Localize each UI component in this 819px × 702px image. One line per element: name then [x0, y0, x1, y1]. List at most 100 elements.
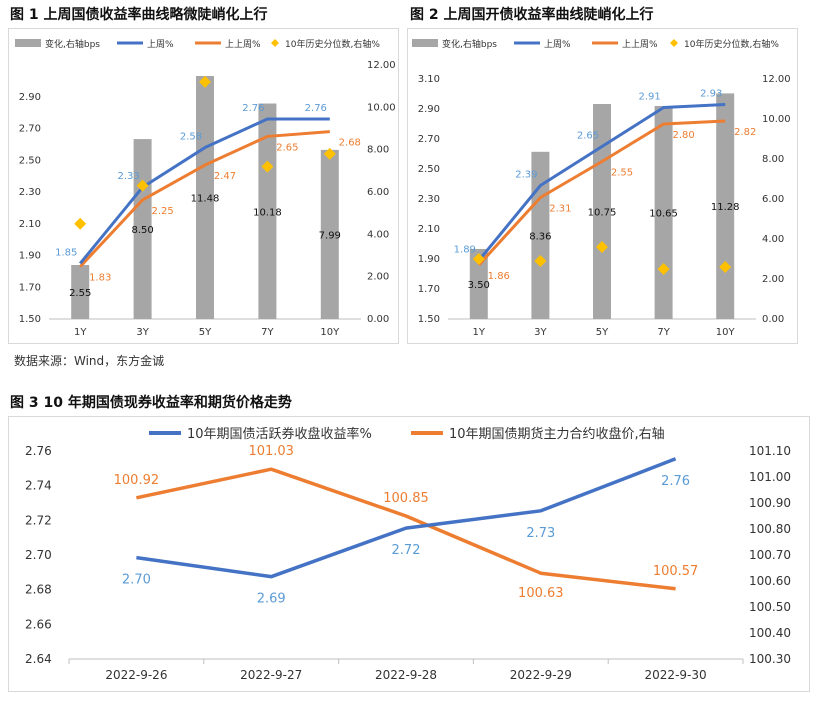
week-before-data-label: 2.55	[611, 168, 633, 179]
marker-percentile	[657, 263, 670, 275]
bar-change	[654, 106, 673, 319]
y-right-tick-label: 100.40	[749, 626, 791, 640]
y-left-tick-label: 2.64	[25, 652, 52, 666]
figure-1-title: 图 1 上周国债收益率曲线略微陡峭化上行	[10, 7, 268, 23]
y-left-tick-label: 2.70	[25, 548, 52, 562]
bar-change	[469, 249, 488, 319]
y-right-tick-label: 6.00	[367, 187, 389, 198]
y-right-tick-label: 12.00	[762, 74, 791, 85]
figure-2-chart: 变化,右轴bps 上周% 上上周% 10年历史分位数,右轴% 1.50 1.70 1.90 2…	[412, 38, 791, 338]
last-week-data-label: 1.89	[454, 245, 476, 256]
y-right-tick-label: 8.00	[367, 145, 389, 156]
futures-data-label: 100.85	[383, 491, 429, 506]
line-week-before	[79, 130, 330, 268]
y-right-tick-label: 4.00	[367, 229, 389, 240]
y-left-tick-label: 2.30	[19, 187, 41, 198]
x-tick-label: 2022-9-30	[645, 668, 707, 682]
y-right-tick-label: 100.30	[749, 652, 791, 666]
legend-label-yield: 10年期国债活跃券收盘收益率%	[187, 426, 372, 442]
figure-3-panel: 10年期国债活跃券收盘收益率% 10年期国债期货主力合约收盘价,右轴 2.64 2.6…	[8, 416, 810, 692]
y-left-tick-label: 2.70	[19, 124, 41, 135]
last-week-data-label: 2.39	[515, 170, 537, 181]
yield-data-label: 2.73	[526, 526, 555, 541]
week-before-data-label: 2.65	[276, 142, 298, 153]
legend-label-futures: 10年期国债期货主力合约收盘价,右轴	[449, 426, 665, 442]
line-futures-price	[136, 467, 676, 591]
y-right-tick-label: 101.00	[749, 470, 791, 484]
y-left-tick-label: 2.90	[19, 92, 41, 103]
x-tick-label: 5Y	[596, 327, 609, 338]
figure-1-chart: 变化,右轴bps 上周% 上上周% 10年历史分位数,右轴% 1.50 1.70 1.90 2…	[15, 38, 396, 338]
y-right-tick-label: 100.60	[749, 574, 791, 588]
y-right-tick-label: 12.00	[367, 60, 396, 71]
y-left-tick-label: 2.30	[418, 194, 440, 205]
bar-change	[320, 149, 339, 319]
legend-label-last-week: 上周%	[544, 39, 571, 50]
x-tick-label: 1Y	[74, 327, 87, 338]
x-tick-label: 3Y	[136, 327, 149, 338]
y-left-tick-label: 2.76	[25, 444, 52, 458]
legend-label-percentile: 10年历史分位数,右轴%	[684, 38, 779, 50]
bar-change	[716, 93, 735, 320]
figure-2-panel: 变化,右轴bps 上周% 上上周% 10年历史分位数,右轴% 1.50 1.70 1.90 2…	[407, 28, 798, 344]
bar-data-label: 7.99	[319, 230, 341, 241]
marker-percentile	[323, 147, 336, 160]
line-last-week	[477, 103, 726, 262]
y-right-tick-label: 6.00	[762, 194, 784, 205]
figure-1-panel: 变化,右轴bps 上周% 上上周% 10年历史分位数,右轴% 1.50 1.70 1.90 2…	[8, 28, 399, 344]
y-left-tick-label: 2.50	[19, 155, 41, 166]
marker-percentile	[199, 75, 211, 88]
futures-data-label: 100.92	[114, 473, 160, 488]
y-right-tick-label: 100.70	[749, 548, 791, 562]
y-right-tick-label: 2.00	[762, 274, 784, 285]
x-tick-label: 3Y	[534, 327, 547, 338]
bar-data-label: 11.48	[191, 194, 220, 205]
y-left-tick-label: 1.50	[418, 314, 440, 325]
y-left-tick-label: 2.70	[418, 134, 440, 145]
line-week-before	[477, 119, 726, 267]
futures-data-label: 100.63	[518, 586, 564, 601]
y-left-tick-label: 2.72	[25, 513, 52, 527]
y-left-tick-label: 2.10	[19, 219, 41, 230]
bar-data-label: 2.55	[69, 288, 91, 299]
legend-label-percentile: 10年历史分位数,右轴%	[285, 38, 380, 50]
legend-label-bars: 变化,右轴bps	[442, 38, 497, 50]
y-left-tick-label: 1.70	[418, 284, 440, 295]
last-week-data-label: 2.76	[305, 103, 327, 114]
line-last-week	[79, 117, 330, 265]
y-left-tick-label: 2.90	[418, 104, 440, 115]
y-left-tick-label: 1.50	[19, 314, 41, 325]
y-left-tick-label: 2.10	[418, 224, 440, 235]
y-right-tick-label: 101.10	[749, 444, 791, 458]
bar-data-label: 3.50	[468, 280, 490, 291]
y-left-tick-label: 1.90	[19, 251, 41, 262]
x-tick-label: 7Y	[657, 327, 670, 338]
y-right-tick-label: 100.50	[749, 600, 791, 614]
last-week-data-label: 2.76	[242, 103, 264, 114]
last-week-data-label: 2.58	[180, 132, 202, 143]
marker-percentile	[719, 261, 732, 273]
figure-3-chart: 10年期国债活跃券收盘收益率% 10年期国债期货主力合约收盘价,右轴 2.64 2.6…	[25, 426, 791, 682]
last-week-data-label: 2.93	[700, 89, 722, 100]
bar-data-label: 10.18	[253, 207, 282, 218]
legend-label-week-before: 上上周%	[622, 39, 658, 50]
marker-percentile	[534, 255, 547, 267]
yield-data-label: 2.72	[392, 543, 421, 558]
marker-percentile	[261, 160, 274, 173]
x-tick-label: 7Y	[261, 327, 274, 338]
week-before-data-label: 2.25	[151, 206, 173, 217]
legend-label-bars: 变化,右轴bps	[45, 38, 100, 50]
bar-change	[196, 76, 214, 319]
week-before-data-label: 2.80	[672, 130, 694, 141]
x-tick-label: 2022-9-27	[240, 668, 302, 682]
y-left-tick-label: 2.68	[25, 583, 52, 597]
x-tick-label: 10Y	[320, 327, 340, 338]
y-left-tick-label: 2.74	[25, 479, 52, 493]
bar-change	[71, 265, 90, 319]
marker-percentile	[472, 253, 485, 265]
week-before-data-label: 2.31	[549, 204, 571, 215]
y-left-tick-label: 2.66	[25, 617, 52, 631]
y-right-tick-label: 4.00	[762, 234, 784, 245]
yield-data-label: 2.76	[661, 474, 690, 489]
x-tick-label: 10Y	[716, 327, 736, 338]
